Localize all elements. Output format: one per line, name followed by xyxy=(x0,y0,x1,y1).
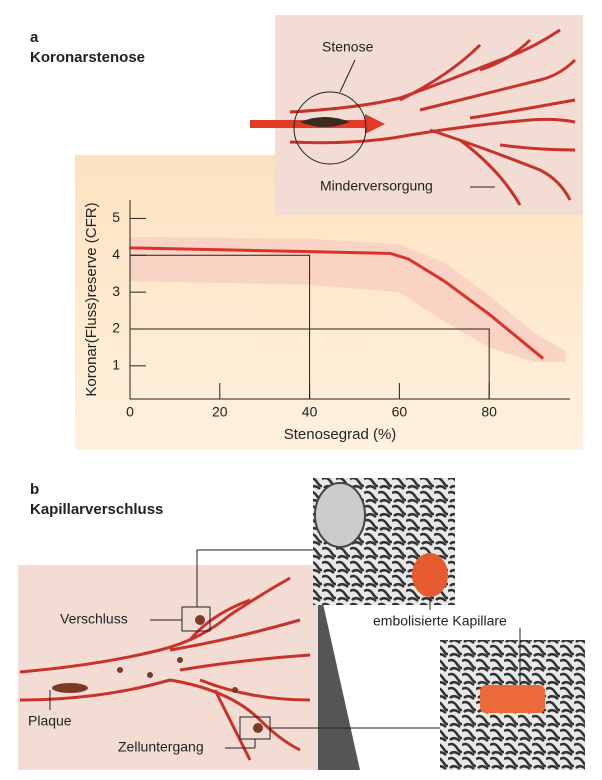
range-band xyxy=(130,236,566,363)
label: Minderversorgung xyxy=(320,178,433,194)
stenosis-illustration xyxy=(250,15,583,215)
x-axis-label: Stenosegrad (%) xyxy=(284,426,397,443)
guide-line xyxy=(130,328,490,399)
y-tick-label: 4 xyxy=(112,246,120,262)
y-tick-label: 1 xyxy=(112,357,120,373)
line xyxy=(129,246,545,360)
label: Verschluss xyxy=(60,611,128,627)
x-tick-label: 80 xyxy=(481,404,497,420)
panel-title: Kapillarverschluss xyxy=(30,501,163,518)
x-tick-label: 0 xyxy=(126,404,134,420)
y-axis-label: Koronar(Fluss)reserve (CFR) xyxy=(83,202,100,396)
panel-letter: a xyxy=(30,29,39,46)
x-tick-label: 20 xyxy=(212,404,228,420)
plot: 1 2 3 4 5 0 20 40 60 80 Stenosegrad (%) Koronar(Flu… xyxy=(83,200,570,443)
label: embolisierte Kapillare xyxy=(373,613,507,629)
guide-line xyxy=(130,254,311,399)
x-tick-label: 60 xyxy=(392,404,408,420)
label: Plaque xyxy=(28,713,72,729)
panel-letter: b xyxy=(30,481,39,498)
y-tick-label: 2 xyxy=(112,320,120,336)
panel-title: Koronarstenose xyxy=(30,49,145,66)
y-tick-label: 5 xyxy=(112,209,120,225)
occlusion-illustration xyxy=(18,478,585,770)
x-tick-label: 40 xyxy=(302,404,318,420)
y-tick-label: 3 xyxy=(112,283,120,299)
label: Stenose xyxy=(322,39,374,55)
label: Zelluntergang xyxy=(118,739,204,755)
